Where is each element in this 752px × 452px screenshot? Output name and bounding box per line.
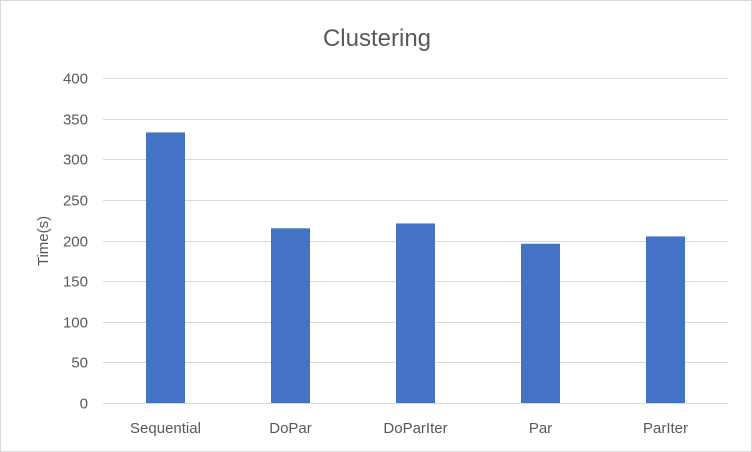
bars (146, 132, 685, 403)
bar-dopar (271, 228, 310, 403)
y-tick-label: 250 (63, 193, 88, 210)
y-axis-label: Time(s) (35, 216, 52, 266)
x-tick-label: DoPar (269, 420, 312, 437)
y-tick-label: 300 (63, 152, 88, 169)
chart-title: Clustering (323, 25, 431, 52)
y-tick-label: 400 (63, 71, 88, 88)
x-tick-label: Sequential (130, 420, 201, 437)
y-tick-label: 50 (71, 355, 88, 372)
bar-par (521, 243, 560, 403)
y-tick-label: 350 (63, 112, 88, 129)
x-tick-label: Par (529, 420, 552, 437)
x-tick-label: DoParIter (383, 420, 447, 437)
bar-pariter (646, 236, 685, 403)
y-tick-label: 150 (63, 274, 88, 291)
bar-sequential (146, 132, 185, 403)
y-tick-labels: 0 50 100 150 200 250 300 350 400 (63, 71, 88, 413)
y-tick-label: 200 (63, 234, 88, 251)
y-tick-label: 100 (63, 315, 88, 332)
bar-dopariter (396, 223, 435, 403)
y-tick-label: 0 (80, 396, 88, 413)
x-tick-label: ParIter (643, 420, 688, 437)
x-tick-labels: Sequential DoPar DoParIter Par ParIter (130, 420, 688, 437)
